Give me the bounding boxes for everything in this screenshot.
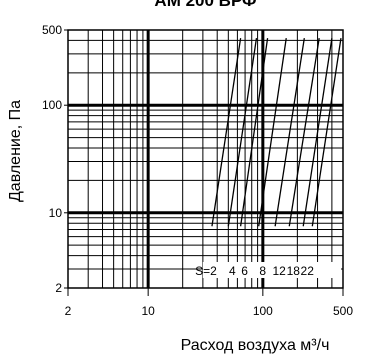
plot-frame [67,29,344,289]
y-axis-label: Давление, Па [7,100,24,202]
x-tick-label: 10 [141,304,155,318]
x-tick-label: 2 [65,304,72,318]
series-label: 8 [259,264,266,278]
series-line-18 [288,38,320,227]
series-label: 6 [241,264,248,278]
series-line-12 [274,38,305,227]
grid [67,29,344,289]
series-label: 22 [301,264,315,278]
series-line-8 [258,38,287,227]
series-line-22 [302,38,333,227]
series-label-band [202,262,341,278]
series-line-2 [211,38,242,227]
y-tick-label: 100 [42,98,62,112]
x-tick-label: 500 [333,304,353,318]
x-tick-label: 100 [253,304,273,318]
tick-labels: 2 10 100 500 2 10 100 500 [42,23,353,318]
series-label: S=2 [195,264,217,278]
x-axis-label: Расход воздуха м³/ч [181,337,330,354]
y-tick-label: 2 [55,281,62,295]
series-label: 12 [272,264,286,278]
series-labels: S=2 4 6 8 12 18 22 [195,264,314,278]
y-tick-label: 10 [49,206,63,220]
chart-title: АМ 200 ВРФ [154,0,256,10]
series-line-6 [239,38,269,227]
series-label: 18 [287,264,301,278]
y-tick-label: 500 [42,23,62,37]
series-line-4 [227,38,258,227]
series-line-extra-7 [311,38,342,227]
series-label: 4 [229,264,236,278]
series-lines [211,38,342,227]
